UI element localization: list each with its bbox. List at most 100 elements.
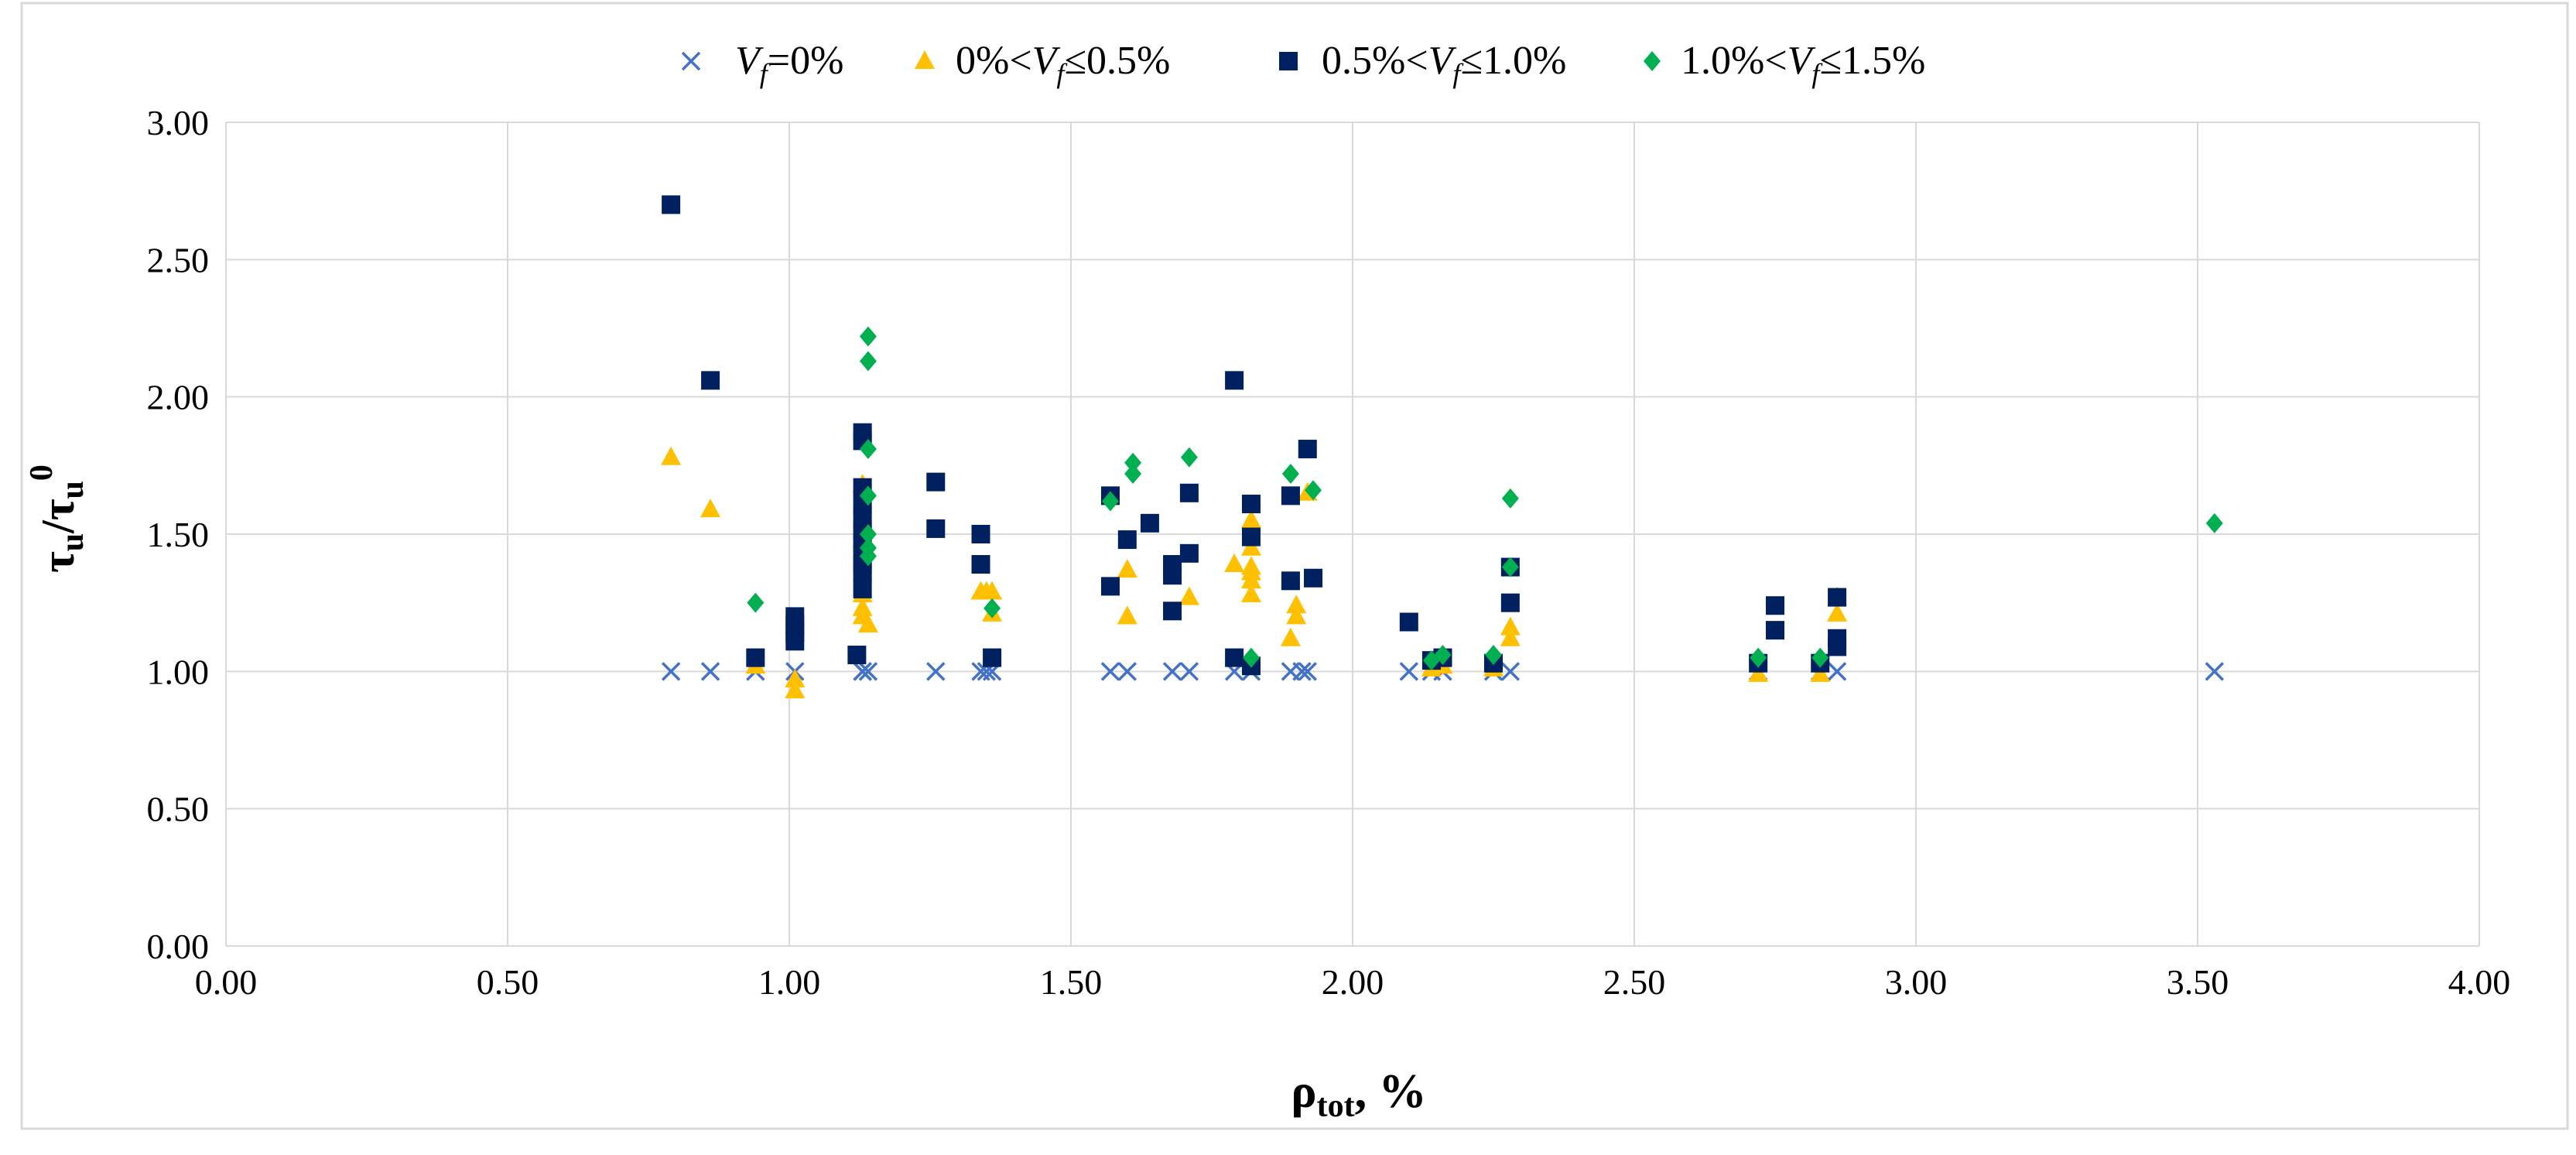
y-tick-label: 3.00: [147, 103, 210, 142]
data-point-triangle: [1827, 602, 1848, 622]
data-point-square: [847, 646, 867, 665]
data-point-square: [1281, 571, 1300, 591]
data-point-square: [1399, 612, 1418, 632]
data-point-triangle: [1240, 561, 1261, 581]
data-point-triangle: [1810, 663, 1831, 682]
data-point-x: [1100, 662, 1120, 681]
data-point-triangle: [700, 499, 721, 518]
data-point-square: [1766, 596, 1784, 615]
data-point-diamond: [859, 546, 877, 567]
y-tick-label: 1.50: [147, 515, 210, 554]
data-point-square: [1828, 637, 1847, 656]
data-point-square: [926, 519, 946, 538]
x-tick-label: 2.50: [1603, 962, 1666, 1002]
legend-marker-x: [681, 51, 701, 71]
x-tick-label: 4.00: [2448, 962, 2511, 1002]
data-point-x: [853, 662, 872, 681]
data-point-x: [926, 662, 946, 681]
data-point-triangle: [1240, 584, 1261, 603]
data-point-diamond: [1180, 447, 1198, 468]
data-point-x: [1500, 662, 1521, 681]
data-point-square: [1281, 486, 1300, 506]
legend-label: Vf=0%: [735, 39, 843, 89]
data-point-square: [1140, 513, 1159, 533]
data-point-square: [1500, 593, 1520, 612]
data-point-triangle: [1224, 554, 1245, 573]
x-tick-label: 0.50: [477, 962, 539, 1002]
data-point-x: [1292, 662, 1312, 681]
data-point-square: [701, 371, 720, 390]
data-point-square: [1179, 543, 1199, 563]
x-axis-ticks: 0.00 0.50 1.00 1.50 2.00 2.50 3.00 3.50 4.00: [195, 962, 2511, 1002]
x-tick-label: 2.00: [1322, 962, 1384, 1002]
data-point-square: [746, 648, 765, 667]
data-point-triangle: [1748, 663, 1769, 682]
y-tick-label: 0.50: [147, 790, 210, 829]
data-point-x: [1179, 662, 1199, 681]
data-point-diamond: [859, 485, 877, 506]
data-point-triangle: [1286, 595, 1307, 614]
y-axis-ticks: 0.00 0.50 1.00 1.50 2.00 2.50 3.00: [147, 103, 210, 966]
data-point-square: [1225, 648, 1244, 667]
x-tick-label: 0.00: [195, 962, 258, 1002]
data-point-triangle: [785, 668, 806, 687]
legend-label: 1.0%<Vf≤1.5%: [1681, 39, 1925, 89]
data-point-triangle: [1240, 509, 1261, 529]
data-point-diamond: [859, 439, 877, 460]
data-point-diamond: [1281, 463, 1299, 484]
data-point-square: [1225, 371, 1244, 390]
data-point-triangle: [1117, 605, 1137, 625]
data-point-diamond: [1750, 647, 1767, 668]
data-point-diamond: [984, 598, 1001, 619]
gridlines: [225, 122, 2480, 947]
y-tick-label: 1.00: [147, 652, 210, 691]
data-point-triangle: [785, 680, 806, 699]
chart-border: [20, 2, 2569, 1130]
data-point-square: [662, 195, 681, 214]
data-point-triangle: [1500, 627, 1521, 646]
data-points: [661, 195, 2225, 699]
data-point-square: [1163, 601, 1182, 621]
legend-label: 0%<Vf≤0.5%: [956, 39, 1170, 89]
data-point-triangle: [1240, 536, 1261, 556]
legend-marker-square: [1279, 52, 1298, 70]
data-point-diamond: [1434, 645, 1452, 666]
data-point-triangle: [1500, 616, 1521, 636]
y-tick-label: 0.00: [147, 927, 210, 966]
x-tick-label: 3.00: [1885, 962, 1948, 1002]
data-point-square: [1100, 577, 1120, 596]
data-point-square: [1179, 483, 1199, 502]
series-diamond: [747, 326, 2223, 671]
data-point-x: [1827, 662, 1847, 681]
data-point-square: [1828, 588, 1847, 607]
data-point-x: [700, 662, 720, 681]
data-point-x: [1399, 662, 1419, 681]
y-tick-label: 2.50: [147, 240, 210, 279]
data-point-square: [1298, 440, 1317, 459]
legend-marker-diamond: [1644, 51, 1661, 71]
x-tick-label: 1.00: [758, 962, 821, 1002]
data-point-square: [971, 525, 990, 543]
data-point-diamond: [1124, 452, 1142, 473]
data-point-triangle: [1117, 559, 1137, 578]
data-point-square: [971, 555, 990, 574]
data-point-diamond: [1501, 557, 1519, 578]
data-point-triangle: [1280, 627, 1301, 646]
data-point-diamond: [1485, 645, 1502, 666]
x-axis-title: ρtot, %: [1291, 1065, 1426, 1124]
data-point-diamond: [859, 326, 877, 347]
data-point-square: [1163, 566, 1182, 585]
data-point-square: [853, 579, 872, 598]
data-point-square: [1241, 527, 1261, 547]
data-point-square: [1117, 530, 1137, 550]
data-point-x: [1117, 662, 1137, 681]
data-point-square: [1304, 568, 1323, 588]
data-point-diamond: [1811, 647, 1829, 668]
data-point-diamond: [1242, 647, 1260, 668]
data-point-triangle: [982, 581, 1003, 600]
data-point-diamond: [859, 351, 877, 372]
data-point-square: [1766, 621, 1784, 640]
data-point-diamond: [1101, 491, 1119, 512]
data-point-diamond: [1501, 488, 1519, 509]
data-point-diamond: [1305, 480, 1322, 501]
